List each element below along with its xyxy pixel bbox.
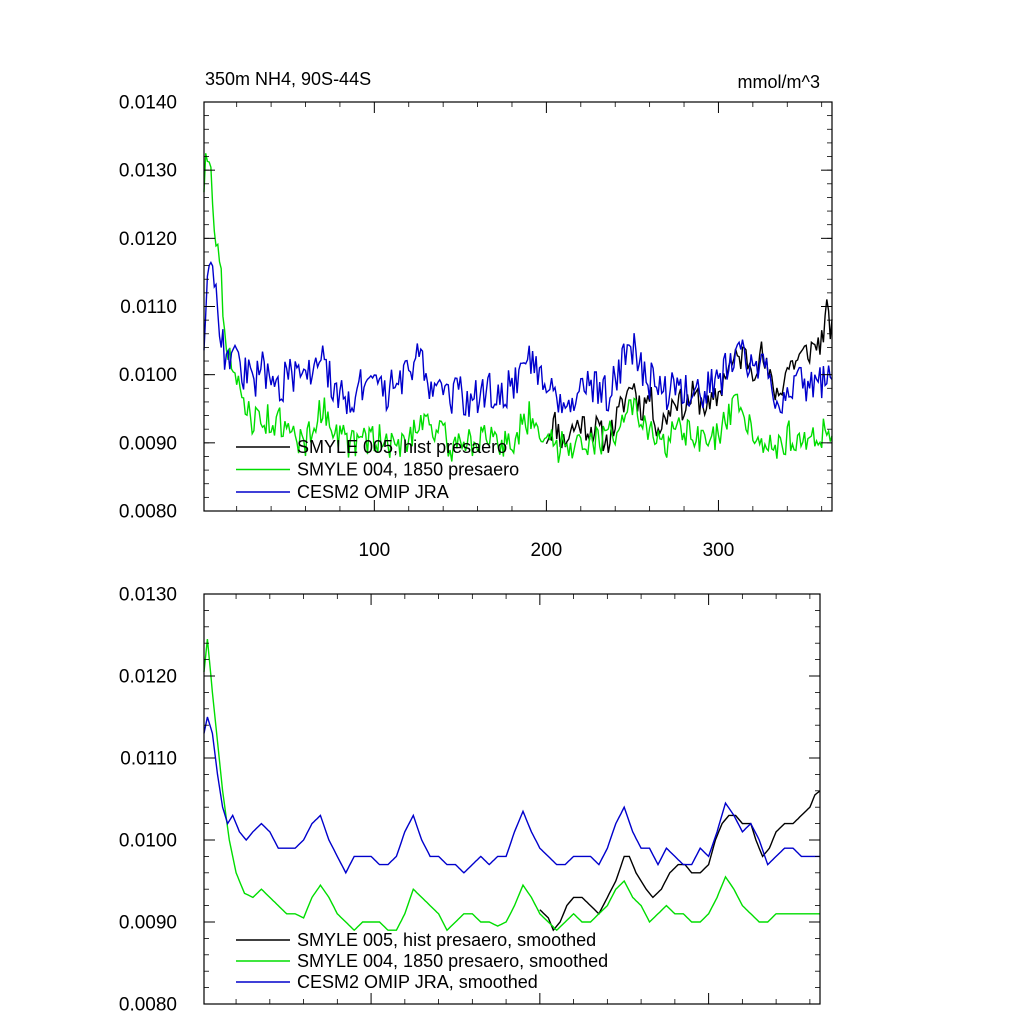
bottom-legend-label-1: SMYLE 004, 1850 presaero, smoothed <box>297 951 608 971</box>
bottom-y-tick-label: 0.0100 <box>119 831 177 852</box>
bottom-plot-frame <box>203 593 821 1005</box>
bottom-y-tick-label: 0.0130 <box>119 585 177 606</box>
bottom-series-line-0 <box>539 790 821 932</box>
top-panel: 350m NH4, 90S-44S mmol/m^3 0.0080 0.0090 0… <box>119 69 833 561</box>
bottom-y-tick-label: 0.0080 <box>119 995 177 1016</box>
top-legend-label-1: SMYLE 004, 1850 presaero <box>297 460 519 480</box>
top-x-tick-label: 100 <box>358 540 390 561</box>
top-series-line-2 <box>203 261 833 417</box>
top-legend-label-0: SMYLE 005, hist presaero <box>297 437 507 457</box>
top-y-tick-label: 0.0120 <box>119 229 177 250</box>
bottom-legend-label-0: SMYLE 005, hist presaero, smoothed <box>297 930 596 950</box>
top-y-tick-label: 0.0140 <box>119 93 177 114</box>
top-y-tick-label: 0.0110 <box>120 297 177 318</box>
bottom-series-line-2 <box>203 716 820 875</box>
bottom-series-line-1 <box>203 639 820 932</box>
top-x-tick-label: 200 <box>531 540 563 561</box>
bottom-legend-label-2: CESM2 OMIP JRA, smoothed <box>297 972 538 992</box>
top-x-tick-label: 300 <box>703 540 735 561</box>
top-y-tick-label: 0.0080 <box>119 502 177 523</box>
bottom-y-tick-label: 0.0110 <box>120 749 177 770</box>
bottom-panel: 0.0080 0.0090 0.0100 0.0110 0.0120 0.0130 SMY… <box>119 585 821 1016</box>
top-y-tick-label: 0.0130 <box>119 161 177 182</box>
bottom-y-tick-label: 0.0090 <box>119 913 177 934</box>
top-y-tick-label: 0.0100 <box>119 365 177 386</box>
top-series-line-1 <box>203 153 833 463</box>
top-chart-units: mmol/m^3 <box>738 72 820 92</box>
top-y-tick-label: 0.0090 <box>119 433 177 454</box>
top-legend-label-2: CESM2 OMIP JRA <box>297 482 449 502</box>
bottom-y-tick-label: 0.0120 <box>119 667 177 688</box>
top-chart-title: 350m NH4, 90S-44S <box>205 69 371 89</box>
